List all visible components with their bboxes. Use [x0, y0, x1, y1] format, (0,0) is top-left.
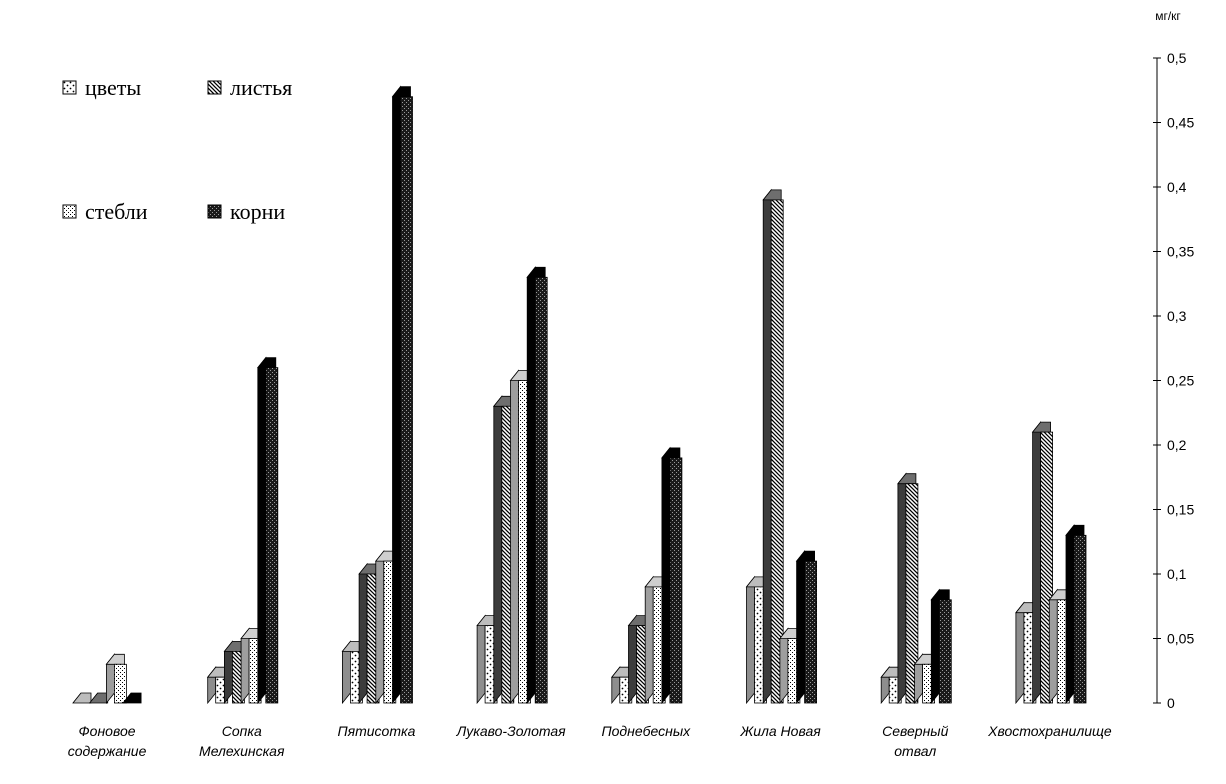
- y-tick-label: 0,2: [1167, 437, 1187, 453]
- bar-стебли-0: [105, 653, 127, 705]
- y-tick-label: 0,1: [1167, 566, 1187, 582]
- bar-цветы-0: [72, 692, 92, 704]
- legend-swatch: [207, 80, 222, 95]
- y-axis: 0 0,05 0,1 0,15 0,2 0,25 0,3 0,35 0,4 0,45 0,5: [1153, 50, 1194, 711]
- bar-корни-6: [930, 588, 952, 705]
- y-tick-label: 0: [1167, 695, 1175, 711]
- bar-корни-0: [122, 692, 142, 704]
- category-label: Пятисотка: [337, 723, 415, 739]
- legend-label: корни: [230, 199, 285, 224]
- category-label: Жила Новая: [739, 723, 821, 739]
- bar-листья-5: [762, 188, 784, 705]
- y-tick-label: 0,05: [1167, 631, 1194, 647]
- legend-swatch: [207, 204, 222, 219]
- category-label: Северный отвал: [882, 723, 948, 759]
- category-label: Фоновое содержание: [68, 723, 147, 759]
- y-tick-label: 0,35: [1167, 244, 1194, 260]
- legend-swatch: [62, 80, 77, 95]
- bars-group: [72, 85, 1087, 705]
- bar-корни-1: [256, 356, 279, 705]
- bar-корни-2: [391, 85, 413, 705]
- y-tick-label: 0,15: [1167, 502, 1194, 518]
- legend-item-листья: листья: [207, 75, 292, 100]
- bar-корни-5: [795, 549, 817, 705]
- category-label: Лукаво-Золотая: [456, 723, 566, 739]
- y-tick-label: 0,4: [1167, 179, 1187, 195]
- y-tick-label: 0,3: [1167, 308, 1187, 324]
- legend: цветы листья стебли корни: [62, 75, 292, 224]
- category-labels: Фоновое содержание Сопка Мелехинская Пятисот…: [68, 723, 1112, 759]
- y-tick-label: 0,5: [1167, 50, 1187, 66]
- legend-item-стебли: стебли: [62, 199, 148, 224]
- legend-label: стебли: [85, 199, 148, 224]
- legend-swatch: [62, 204, 77, 219]
- legend-item-цветы: цветы: [62, 75, 141, 100]
- category-label: Поднебесных: [602, 723, 692, 739]
- y-tick-label: 0,25: [1167, 373, 1194, 389]
- legend-label: листья: [230, 75, 292, 100]
- category-label: Хвостохранилище: [987, 723, 1112, 739]
- y-axis-unit-label: мг/кг: [1155, 9, 1181, 23]
- bar-листья-6: [897, 472, 919, 705]
- legend-label: цветы: [85, 75, 141, 100]
- bar-корни-4: [661, 446, 683, 705]
- bar-корни-3: [526, 266, 548, 705]
- legend-item-корни: корни: [207, 199, 285, 224]
- bar-корни-7: [1065, 524, 1087, 705]
- category-label: Сопка Мелехинская: [199, 723, 285, 759]
- y-tick-label: 0,45: [1167, 115, 1194, 131]
- bar-листья-0: [88, 692, 109, 704]
